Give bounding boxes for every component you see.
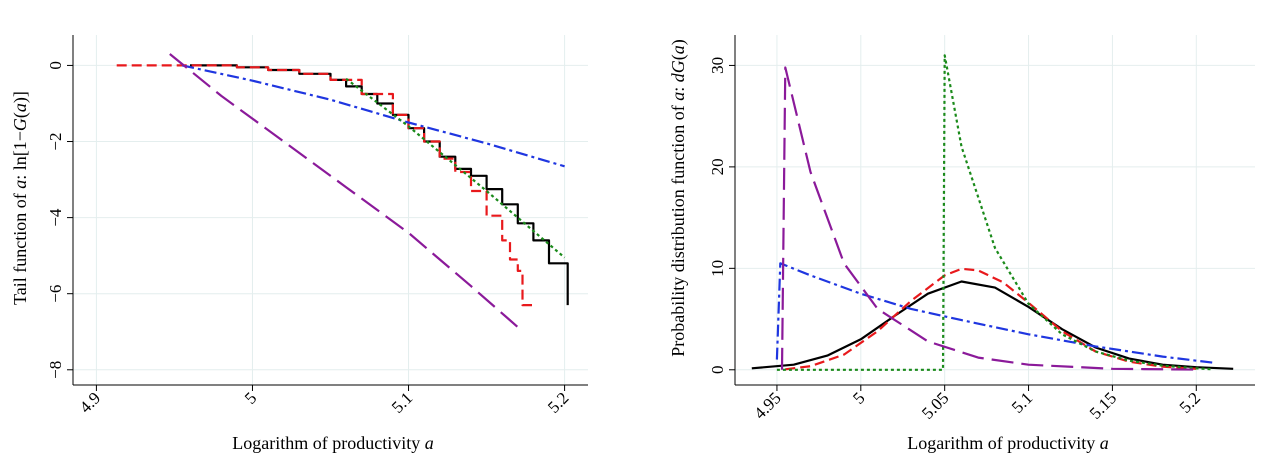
x-axis-label: Logarithm of productivity a bbox=[907, 433, 1108, 453]
y-tick-label: −4 bbox=[46, 208, 65, 227]
pdf-panel: 0 10 20 30 4.95 5 5.05 5.1 5.15 5.2 Logarithm of … bbox=[668, 35, 1255, 453]
y-tick-label: −2 bbox=[46, 132, 65, 150]
y-axis-label: Probability distribution function of a: … bbox=[668, 39, 689, 357]
series-line-1 bbox=[785, 267, 1197, 371]
series-line-3 bbox=[776, 54, 1214, 371]
y-tick-label: −8 bbox=[46, 361, 65, 379]
x-tick-label: 5.05 bbox=[918, 388, 952, 422]
series-line-0 bbox=[190, 64, 569, 306]
x-tick-label: 5.2 bbox=[1176, 388, 1204, 416]
series-line-4 bbox=[169, 53, 522, 331]
x-tick-label: 5 bbox=[241, 388, 260, 407]
y-tick-label: 10 bbox=[708, 260, 727, 277]
x-tick-label: 4.9 bbox=[76, 388, 104, 416]
y-tick-label: 30 bbox=[708, 57, 727, 74]
y-tick-label: 20 bbox=[708, 158, 727, 175]
series-line-2 bbox=[181, 64, 565, 168]
series-line-0 bbox=[751, 280, 1234, 370]
y-tick-label: −6 bbox=[46, 285, 65, 303]
x-tick-label: 4.95 bbox=[750, 388, 784, 422]
y-tick-label: 0 bbox=[46, 61, 65, 70]
y-tick-label: 0 bbox=[708, 366, 727, 375]
tail-function-panel: 0 −2 −4 −6 −8 4.9 5 5.1 5.2 Logarithm of product… bbox=[10, 35, 588, 453]
series-line-2 bbox=[775, 262, 1214, 364]
x-axis-label: Logarithm of productivity a bbox=[232, 433, 433, 453]
y-axis-label: Tail function of a: ln[1−G(a)] bbox=[10, 91, 31, 305]
series-line-4 bbox=[780, 66, 1197, 371]
x-tick-label: 5.2 bbox=[544, 388, 572, 416]
x-tick-label: 5.1 bbox=[1008, 388, 1036, 416]
series-line-1 bbox=[116, 64, 537, 307]
x-tick-label: 5 bbox=[849, 388, 868, 407]
x-tick-label: 5.15 bbox=[1086, 388, 1120, 422]
x-tick-label: 5.1 bbox=[388, 388, 416, 416]
